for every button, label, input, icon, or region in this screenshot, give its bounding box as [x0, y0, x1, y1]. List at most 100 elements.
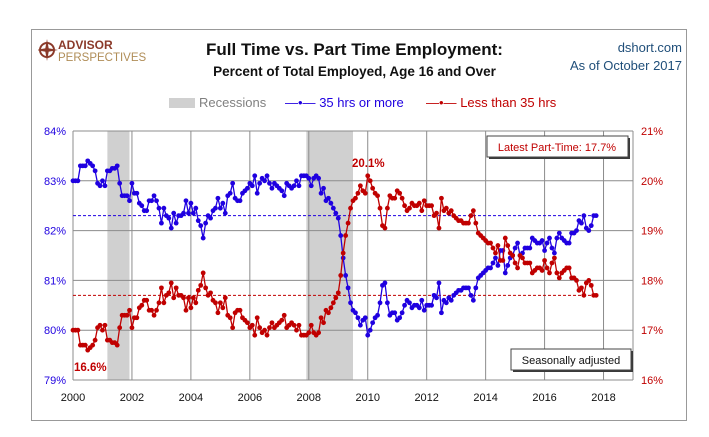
y-left-tick-label: 81% — [44, 275, 66, 287]
recession-band — [107, 131, 130, 380]
data-point-full-time — [468, 292, 474, 298]
data-point-full-time — [316, 175, 322, 181]
data-point-full-time — [466, 285, 471, 291]
logo-line2: PERSPECTIVES — [58, 52, 147, 64]
x-tick-label: 2002 — [120, 392, 144, 404]
data-point-part-time — [510, 253, 516, 258]
data-point-full-time — [375, 312, 380, 318]
data-point-full-time — [556, 230, 562, 236]
y-right-tick-label: 21% — [641, 126, 663, 138]
data-point-part-time — [203, 285, 209, 291]
data-point-full-time — [399, 310, 405, 316]
y-left-tick-label: 80% — [44, 325, 66, 337]
data-point-part-time — [434, 210, 439, 216]
data-point-full-time — [252, 173, 258, 179]
y-right-tick-label: 16% — [641, 375, 663, 387]
data-point-full-time — [168, 225, 174, 231]
data-point-part-time — [291, 322, 297, 328]
data-point-part-time — [208, 290, 213, 296]
data-point-part-time — [188, 305, 194, 311]
data-point-full-time — [151, 193, 157, 199]
data-point-part-time — [193, 300, 199, 306]
legend-recessions: Recessions — [169, 95, 266, 110]
data-point-part-time — [407, 205, 412, 211]
x-tick-label: 2010 — [355, 392, 379, 404]
data-point-full-time — [515, 240, 520, 246]
data-point-part-time — [375, 193, 380, 199]
data-point-part-time — [581, 292, 587, 298]
data-point-part-time — [296, 322, 302, 328]
data-point-part-time — [527, 260, 533, 266]
data-point-part-time — [308, 322, 314, 328]
data-point-part-time — [421, 198, 427, 204]
data-point-part-time — [554, 270, 560, 276]
data-point-full-time — [161, 205, 167, 211]
data-point-part-time — [166, 290, 172, 296]
data-point-full-time — [416, 305, 422, 311]
data-point-part-time — [547, 270, 552, 276]
data-point-full-time — [579, 220, 584, 226]
data-point-full-time — [574, 228, 579, 234]
data-point-full-time — [338, 233, 344, 238]
data-point-part-time — [579, 285, 584, 291]
chart-frame — [31, 29, 687, 421]
data-point-part-time — [114, 342, 120, 348]
data-point-full-time — [156, 205, 162, 211]
data-point-part-time — [139, 302, 145, 308]
data-point-full-time — [90, 163, 96, 169]
data-point-part-time — [97, 322, 103, 328]
y-right-tick-label: 19% — [641, 226, 663, 238]
data-point-full-time — [294, 178, 299, 184]
data-point-full-time — [215, 195, 221, 201]
data-point-full-time — [127, 198, 132, 204]
data-point-full-time — [549, 245, 555, 251]
data-point-full-time — [75, 178, 81, 184]
data-point-full-time — [166, 215, 172, 221]
x-tick-label: 2012 — [414, 392, 438, 404]
data-point-part-time — [173, 285, 179, 291]
x-tick-label: 2016 — [532, 392, 556, 404]
data-point-full-time — [407, 300, 412, 306]
data-point-full-time — [502, 270, 508, 276]
data-point-full-time — [97, 183, 103, 189]
data-point-part-time — [500, 258, 506, 263]
data-point-full-time — [448, 297, 454, 303]
data-point-part-time — [279, 317, 285, 323]
data-point-part-time — [328, 305, 334, 311]
data-point-full-time — [493, 255, 498, 261]
series-line-part-time — [73, 173, 597, 352]
data-point-full-time — [100, 178, 105, 184]
y-right-tick-label: 17% — [641, 325, 663, 337]
data-point-full-time — [186, 210, 191, 216]
data-point-part-time — [468, 213, 474, 219]
data-point-full-time — [429, 302, 434, 308]
data-point-full-time — [173, 220, 179, 226]
data-point-full-time — [335, 215, 341, 221]
data-point-full-time — [306, 175, 312, 181]
data-point-part-time — [330, 300, 336, 306]
data-point-part-time — [129, 325, 135, 331]
series-line-full-time — [73, 159, 597, 338]
data-point-part-time — [345, 220, 351, 226]
data-point-full-time — [82, 163, 88, 169]
data-point-part-time — [269, 320, 275, 326]
data-point-full-time — [279, 188, 285, 194]
y-right-tick-label: 20% — [641, 176, 663, 188]
data-point-full-time — [495, 263, 501, 268]
data-point-full-time — [365, 332, 371, 338]
data-point-part-time — [82, 342, 88, 348]
data-point-part-time — [217, 300, 223, 306]
seasonally-adjusted-box: Seasonally adjusted — [510, 348, 633, 372]
data-point-part-time — [237, 307, 243, 313]
data-point-full-time — [269, 185, 275, 191]
data-point-full-time — [217, 205, 223, 211]
data-point-full-time — [222, 210, 228, 216]
data-point-full-time — [318, 190, 324, 196]
data-point-part-time — [348, 205, 353, 211]
data-point-part-time — [343, 233, 349, 238]
latest-part-time-box: Latest Part-Time: 17.7% — [486, 135, 630, 159]
data-point-part-time — [333, 295, 339, 301]
data-point-full-time — [384, 300, 390, 306]
data-point-part-time — [144, 297, 150, 303]
data-point-full-time — [230, 180, 236, 186]
